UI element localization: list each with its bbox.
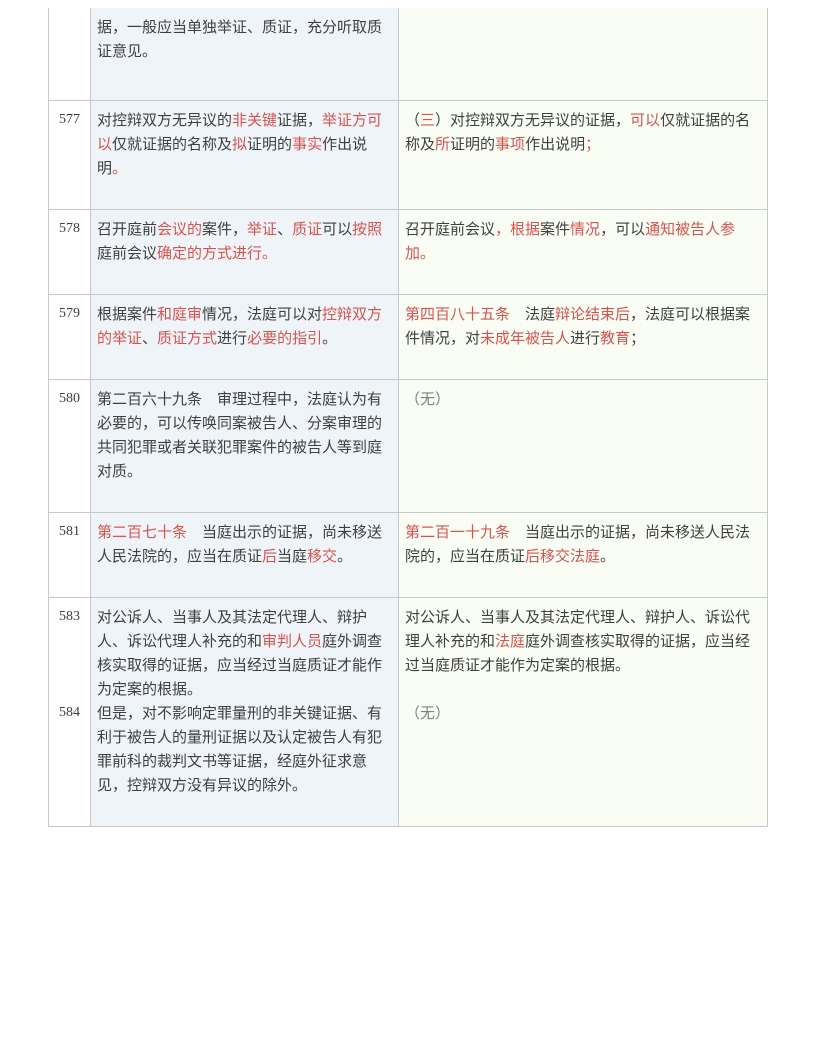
- left-text: 但是，对不影响定罪量刑的非关键证据、有利于被告人的量刑证据以及认定被告人有犯罪前…: [91, 702, 399, 827]
- table-row: 581第二百七十条 当庭出示的证据，尚未移送人民法院的，应当在质证后当庭移交。第…: [49, 513, 768, 598]
- text-segment: 案件，: [202, 222, 247, 238]
- text-segment: 召开庭前: [97, 222, 157, 238]
- text-segment: 召开庭前会议: [405, 222, 495, 238]
- text-segment: 作出说明: [525, 137, 585, 153]
- text-segment: 非关键: [232, 113, 277, 129]
- row-number: 578: [49, 210, 91, 295]
- text-segment: 。: [112, 161, 127, 177]
- right-text: 第二百一十九条 当庭出示的证据，尚未移送人民法院的，应当在质证后移交法庭。: [399, 513, 768, 598]
- text-segment: 第二百七十条: [97, 525, 187, 541]
- text-segment: 但是，对不影响定罪量刑的非关键证据、有利于被告人的量刑证据以及认定被告人有犯罪前…: [97, 706, 382, 794]
- text-segment: 审判人员: [262, 634, 322, 650]
- text-segment: （无）: [405, 706, 450, 722]
- text-segment: 事项: [495, 137, 525, 153]
- left-text: 第二百七十条 当庭出示的证据，尚未移送人民法院的，应当在质证后当庭移交。: [91, 513, 399, 598]
- text-segment: （: [405, 113, 420, 129]
- right-text: 召开庭前会议，根据案件情况，可以通知被告人参加。: [399, 210, 768, 295]
- text-segment: 未成年被告人: [480, 331, 570, 347]
- text-segment: 仅就证据的名称及: [112, 137, 232, 153]
- table-row: 583对公诉人、当事人及其法定代理人、辩护人、诉讼代理人补充的和审判人员庭外调查…: [49, 598, 768, 703]
- text-segment: ；: [630, 331, 645, 347]
- table-row: 据，一般应当单独举证、质证，充分听取质证意见。: [49, 8, 768, 101]
- text-segment: 情况: [570, 222, 600, 238]
- table-row: 579根据案件和庭审情况，法庭可以对控辩双方的举证、质证方式进行必要的指引。第四…: [49, 295, 768, 380]
- text-segment: 拟: [232, 137, 247, 153]
- text-segment: 证据，: [277, 113, 322, 129]
- text-segment: 。: [322, 331, 337, 347]
- text-segment: 进行: [570, 331, 600, 347]
- text-segment: 法庭: [510, 307, 555, 323]
- text-segment: 情况，法庭可以对: [202, 307, 322, 323]
- text-segment: 法庭: [495, 634, 525, 650]
- text-segment: 必要的指引: [247, 331, 322, 347]
- text-segment: 举证: [247, 222, 277, 238]
- row-number: 583: [49, 598, 91, 703]
- comparison-table: 据，一般应当单独举证、质证，充分听取质证意见。577对控辩双方无异议的非关键证据…: [48, 8, 768, 827]
- text-segment: 可以: [630, 113, 660, 129]
- text-segment: 可以: [322, 222, 352, 238]
- text-segment: 、: [277, 222, 292, 238]
- row-number: [49, 8, 91, 101]
- text-segment: （无）: [405, 392, 450, 408]
- table-row: 584但是，对不影响定罪量刑的非关键证据、有利于被告人的量刑证据以及认定被告人有…: [49, 702, 768, 827]
- text-segment: 按照: [352, 222, 382, 238]
- right-text: 第四百八十五条 法庭辩论结束后，法庭可以根据案件情况，对未成年被告人进行教育；: [399, 295, 768, 380]
- text-segment: ，可以: [600, 222, 645, 238]
- text-segment: 。: [600, 549, 615, 565]
- text-segment: 案件: [540, 222, 570, 238]
- row-number: 577: [49, 101, 91, 210]
- text-segment: ，根据: [495, 222, 540, 238]
- right-text: （无）: [399, 702, 768, 827]
- text-segment: 移交: [307, 549, 337, 565]
- right-text: （三）对控辩双方无异议的证据，可以仅就证据的名称及所证明的事项作出说明；: [399, 101, 768, 210]
- left-text: 对公诉人、当事人及其法定代理人、辩护人、诉讼代理人补充的和审判人员庭外调查核实取…: [91, 598, 399, 703]
- table-row: 577对控辩双方无异议的非关键证据，举证方可以仅就证据的名称及拟证明的事实作出说…: [49, 101, 768, 210]
- row-number: 581: [49, 513, 91, 598]
- text-segment: 、: [142, 331, 157, 347]
- text-segment: 进行: [217, 331, 247, 347]
- text-segment: 辩论结束后: [555, 307, 630, 323]
- text-segment: 对控辩双方无异议的: [97, 113, 232, 129]
- right-text: （无）: [399, 380, 768, 513]
- text-segment: 确定的方式进行。: [157, 246, 277, 262]
- left-text: 根据案件和庭审情况，法庭可以对控辩双方的举证、质证方式进行必要的指引。: [91, 295, 399, 380]
- row-number: 579: [49, 295, 91, 380]
- text-segment: 教育: [600, 331, 630, 347]
- text-segment: 质证方式: [157, 331, 217, 347]
- text-segment: 后: [262, 549, 277, 565]
- row-number: 584: [49, 702, 91, 827]
- left-text: 第二百六十九条 审理过程中，法庭认为有必要的，可以传唤同案被告人、分案审理的共同…: [91, 380, 399, 513]
- text-segment: 第二百一十九条: [405, 525, 510, 541]
- text-segment: ）对控辩双方无异议的证据，: [435, 113, 630, 129]
- text-segment: 第二百六十九条 审理过程中，法庭认为有必要的，可以传唤同案被告人、分案审理的共同…: [97, 392, 382, 480]
- right-text: [399, 8, 768, 101]
- text-segment: 所: [435, 137, 450, 153]
- text-segment: 证明的: [247, 137, 292, 153]
- text-segment: 第四百八十五条: [405, 307, 510, 323]
- text-segment: 质证: [292, 222, 322, 238]
- table-row: 580第二百六十九条 审理过程中，法庭认为有必要的，可以传唤同案被告人、分案审理…: [49, 380, 768, 513]
- text-segment: 根据案件: [97, 307, 157, 323]
- text-segment: 据，一般应当单独举证、质证，充分听取质证意见。: [97, 20, 382, 60]
- text-segment: 后移交法庭: [525, 549, 600, 565]
- text-segment: 。: [337, 549, 352, 565]
- text-segment: ；: [585, 137, 600, 153]
- text-segment: 庭前会议: [97, 246, 157, 262]
- text-segment: 当庭: [277, 549, 307, 565]
- table-row: 578召开庭前会议的案件，举证、质证可以按照庭前会议确定的方式进行。召开庭前会议…: [49, 210, 768, 295]
- right-text: 对公诉人、当事人及其法定代理人、辩护人、诉讼代理人补充的和法庭庭外调查核实取得的…: [399, 598, 768, 703]
- text-segment: 和庭审: [157, 307, 202, 323]
- left-text: 对控辩双方无异议的非关键证据，举证方可以仅就证据的名称及拟证明的事实作出说明。: [91, 101, 399, 210]
- text-segment: 事实: [292, 137, 322, 153]
- left-text: 据，一般应当单独举证、质证，充分听取质证意见。: [91, 8, 399, 101]
- text-segment: 三: [420, 113, 435, 129]
- row-number: 580: [49, 380, 91, 513]
- left-text: 召开庭前会议的案件，举证、质证可以按照庭前会议确定的方式进行。: [91, 210, 399, 295]
- text-segment: 证明的: [450, 137, 495, 153]
- text-segment: 会议的: [157, 222, 202, 238]
